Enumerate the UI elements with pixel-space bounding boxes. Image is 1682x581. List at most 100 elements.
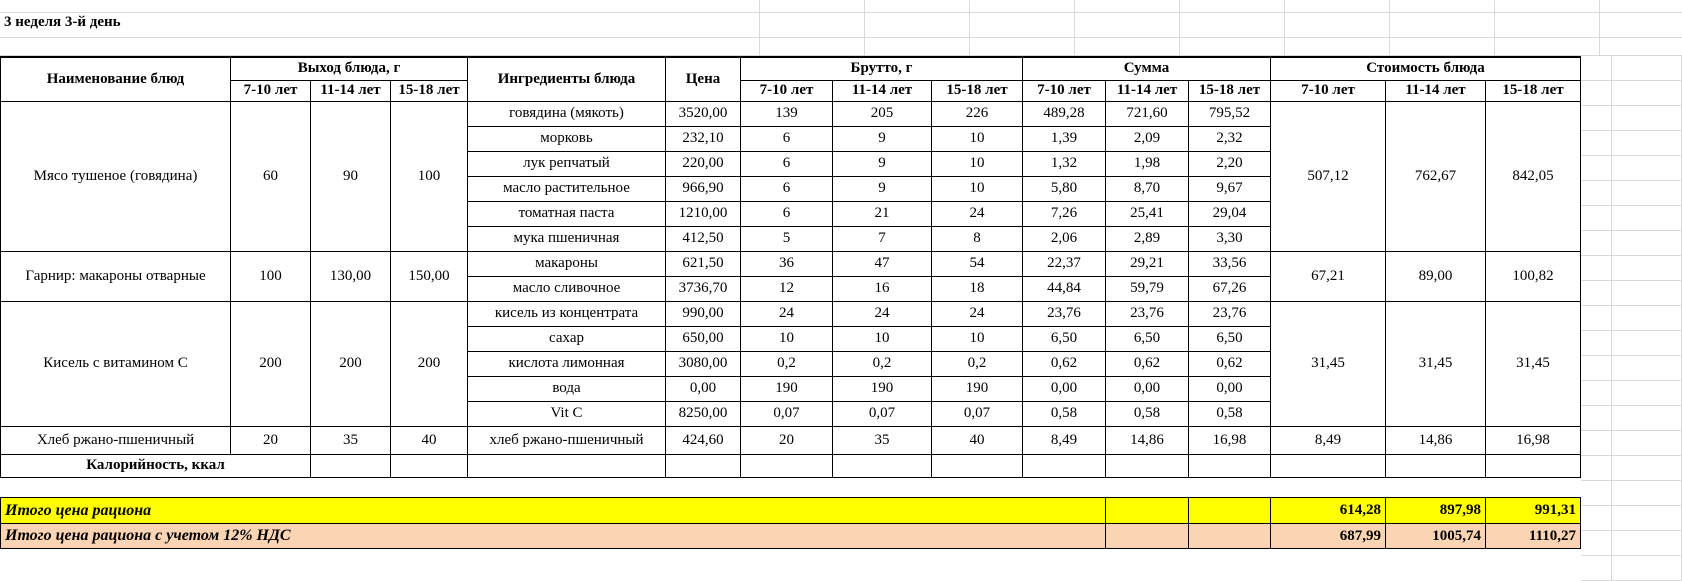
cell-sum[interactable]: 721,60 xyxy=(1105,100,1189,127)
cell-sum[interactable]: 6,50 xyxy=(1188,325,1271,352)
cell-gross[interactable]: 190 xyxy=(931,375,1023,402)
total-label-cell[interactable]: Итого цена рациона с учетом 12% НДС xyxy=(0,523,1106,549)
cell-price[interactable]: 8250,00 xyxy=(665,400,741,427)
cell-sum[interactable]: 0,58 xyxy=(1188,400,1271,427)
cell-empty[interactable] xyxy=(832,453,932,478)
cell-gross[interactable]: 0,07 xyxy=(931,400,1023,427)
header-age[interactable]: 11-14 лет xyxy=(310,79,391,102)
cell-dish-cost[interactable]: 8,49 xyxy=(1270,425,1386,455)
cell-dish-cost[interactable]: 16,98 xyxy=(1485,425,1581,455)
cell-gross[interactable]: 5 xyxy=(740,225,833,252)
cell-ingredient[interactable]: вода xyxy=(467,375,666,402)
cell-empty[interactable] xyxy=(1270,453,1386,478)
total-value-cell[interactable]: 991,31 xyxy=(1485,497,1581,524)
cell-dish-cost[interactable]: 842,05 xyxy=(1485,100,1581,252)
cell-sum[interactable]: 0,58 xyxy=(1022,400,1106,427)
total-value-cell[interactable]: 687,99 xyxy=(1270,523,1386,549)
cell-dish-cost[interactable]: 100,82 xyxy=(1485,250,1581,302)
total-value-cell[interactable]: 1005,74 xyxy=(1385,523,1486,549)
cell-sum[interactable]: 3,30 xyxy=(1188,225,1271,252)
total-value-cell[interactable]: 614,28 xyxy=(1270,497,1386,524)
cell-sum[interactable]: 1,98 xyxy=(1105,150,1189,177)
calories-label-cell[interactable]: Калорийность, ккал xyxy=(0,453,311,478)
cell-gross[interactable]: 0,07 xyxy=(740,400,833,427)
cell-sum[interactable]: 2,89 xyxy=(1105,225,1189,252)
cell-price[interactable]: 1210,00 xyxy=(665,200,741,227)
header-age[interactable]: 7-10 лет xyxy=(740,79,833,102)
cell-gross[interactable]: 36 xyxy=(740,250,833,277)
cell-gross[interactable]: 16 xyxy=(832,275,932,302)
cell-empty[interactable] xyxy=(1188,497,1271,524)
cell-gross[interactable]: 0,2 xyxy=(832,350,932,377)
header-age[interactable]: 15-18 лет xyxy=(931,79,1023,102)
cell-sum[interactable]: 67,26 xyxy=(1188,275,1271,302)
cell-sum[interactable]: 1,32 xyxy=(1022,150,1106,177)
cell-output[interactable]: 130,00 xyxy=(310,250,391,302)
cell-dish-name[interactable]: Кисель с витамином С xyxy=(0,300,231,427)
header-gross-group[interactable]: Брутто, г xyxy=(740,56,1023,81)
cell-price[interactable]: 990,00 xyxy=(665,300,741,327)
cell-ingredient[interactable]: морковь xyxy=(467,125,666,152)
cell-sum[interactable]: 0,00 xyxy=(1188,375,1271,402)
cell-output[interactable]: 200 xyxy=(230,300,311,427)
cell-sum[interactable]: 23,76 xyxy=(1188,300,1271,327)
header-price[interactable]: Цена xyxy=(665,56,741,102)
header-age[interactable]: 7-10 лет xyxy=(1270,79,1386,102)
header-age[interactable]: 15-18 лет xyxy=(1485,79,1581,102)
cell-gross[interactable]: 21 xyxy=(832,200,932,227)
cell-price[interactable]: 412,50 xyxy=(665,225,741,252)
header-cost-group[interactable]: Стоимость блюда xyxy=(1270,56,1581,81)
total-value-cell[interactable]: 1110,27 xyxy=(1485,523,1581,549)
cell-sum[interactable]: 7,26 xyxy=(1022,200,1106,227)
cell-ingredient[interactable]: макароны xyxy=(467,250,666,277)
header-age[interactable]: 15-18 лет xyxy=(390,79,468,102)
cell-sum[interactable]: 23,76 xyxy=(1022,300,1106,327)
cell-empty[interactable] xyxy=(1385,453,1486,478)
cell-output[interactable]: 200 xyxy=(390,300,468,427)
cell-sum[interactable]: 5,80 xyxy=(1022,175,1106,202)
cell-sum[interactable]: 16,98 xyxy=(1188,425,1271,455)
cell-sum[interactable]: 0,00 xyxy=(1022,375,1106,402)
cell-ingredient[interactable]: мука пшеничная xyxy=(467,225,666,252)
cell-price[interactable]: 621,50 xyxy=(665,250,741,277)
cell-gross[interactable]: 54 xyxy=(931,250,1023,277)
total-label-cell[interactable]: Итого цена рациона xyxy=(0,497,1106,524)
cell-gross[interactable]: 47 xyxy=(832,250,932,277)
cell-empty[interactable] xyxy=(931,453,1023,478)
cell-empty[interactable] xyxy=(1188,523,1271,549)
cell-dish-cost[interactable]: 31,45 xyxy=(1385,300,1486,427)
cell-sum[interactable]: 8,49 xyxy=(1022,425,1106,455)
cell-ingredient[interactable]: томатная паста xyxy=(467,200,666,227)
cell-dish-name[interactable]: Хлеб ржано-пшеничный xyxy=(0,425,231,455)
cell-gross[interactable]: 10 xyxy=(931,150,1023,177)
cell-empty[interactable] xyxy=(740,453,833,478)
cell-gross[interactable]: 0,07 xyxy=(832,400,932,427)
cell-ingredient[interactable]: лук репчатый xyxy=(467,150,666,177)
cell-ingredient[interactable]: масло сливочное xyxy=(467,275,666,302)
cell-dish-name[interactable]: Мясо тушеное (говядина) xyxy=(0,100,231,252)
cell-gross[interactable]: 24 xyxy=(931,200,1023,227)
cell-ingredient[interactable]: говядина (мякоть) xyxy=(467,100,666,127)
cell-sum[interactable]: 2,06 xyxy=(1022,225,1106,252)
cell-gross[interactable]: 24 xyxy=(740,300,833,327)
cell-price[interactable]: 0,00 xyxy=(665,375,741,402)
cell-sum[interactable]: 2,20 xyxy=(1188,150,1271,177)
cell-sum[interactable]: 29,04 xyxy=(1188,200,1271,227)
cell-sum[interactable]: 0,62 xyxy=(1022,350,1106,377)
cell-output[interactable]: 20 xyxy=(230,425,311,455)
cell-sum[interactable]: 14,86 xyxy=(1105,425,1189,455)
cell-ingredient[interactable]: Vit C xyxy=(467,400,666,427)
cell-output[interactable]: 200 xyxy=(310,300,391,427)
cell-ingredient[interactable]: кисель из концентрата xyxy=(467,300,666,327)
cell-dish-cost[interactable]: 67,21 xyxy=(1270,250,1386,302)
cell-dish-name[interactable]: Гарнир: макароны отварные xyxy=(0,250,231,302)
cell-sum[interactable]: 44,84 xyxy=(1022,275,1106,302)
cell-empty[interactable] xyxy=(390,453,468,478)
cell-sum[interactable]: 29,21 xyxy=(1105,250,1189,277)
header-age[interactable]: 11-14 лет xyxy=(832,79,932,102)
cell-ingredient[interactable]: хлеб ржано-пшеничный xyxy=(467,425,666,455)
cell-gross[interactable]: 205 xyxy=(832,100,932,127)
cell-price[interactable]: 3736,70 xyxy=(665,275,741,302)
header-sum-group[interactable]: Сумма xyxy=(1022,56,1271,81)
cell-dish-cost[interactable]: 31,45 xyxy=(1270,300,1386,427)
